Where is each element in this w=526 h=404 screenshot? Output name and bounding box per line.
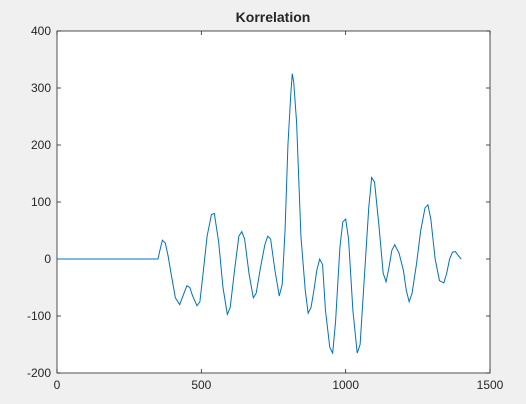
y-tick-label: 100: [31, 195, 51, 209]
y-axis: -200 -100 0 100 200 300 400: [27, 24, 490, 380]
x-axis: 0 500 1000 1500: [54, 31, 504, 392]
y-tick-label: -100: [27, 309, 51, 323]
y-tick-label: -200: [27, 366, 51, 380]
chart-title: Korrelation: [236, 9, 311, 25]
plot-area[interactable]: [56, 30, 491, 374]
x-tick-label: 1500: [477, 378, 504, 392]
x-tick-label: 1000: [332, 378, 359, 392]
x-tick-label: 500: [191, 378, 211, 392]
y-tick-label: 0: [44, 252, 51, 266]
y-tick-label: 400: [31, 24, 51, 38]
y-tick-label: 300: [31, 81, 51, 95]
correlation-line: [57, 73, 462, 355]
y-tick-label: 200: [31, 138, 51, 152]
x-tick-label: 0: [54, 378, 61, 392]
